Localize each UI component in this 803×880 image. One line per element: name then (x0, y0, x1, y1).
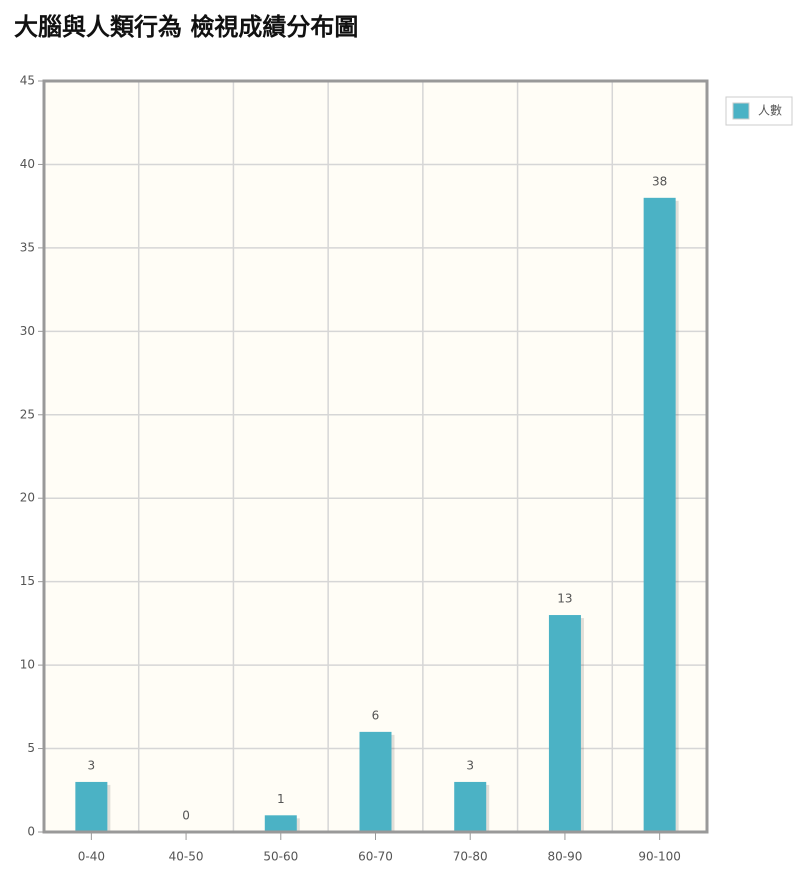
legend-label: 人數 (758, 104, 782, 118)
y-tick-label: 0 (27, 825, 35, 839)
bar (548, 615, 581, 832)
plot-frame (42, 79, 709, 834)
value-label: 3 (88, 758, 96, 772)
x-tick-label: 90-100 (638, 850, 681, 864)
y-tick-label: 45 (20, 74, 35, 88)
y-tick-label: 15 (20, 574, 35, 588)
x-tick-label: 60-70 (358, 850, 393, 864)
value-label: 13 (557, 592, 572, 606)
value-label: 1 (277, 792, 285, 806)
bar (264, 815, 297, 832)
y-tick-label: 10 (20, 658, 35, 672)
value-label: 3 (466, 758, 474, 772)
chart-title: 大腦與人類行為 檢視成績分布圖 (14, 13, 358, 41)
y-tick-label: 20 (20, 491, 35, 505)
bar (643, 197, 676, 833)
value-label: 0 (182, 809, 190, 823)
bar (75, 781, 108, 832)
x-tick-label: 0-40 (78, 850, 105, 864)
x-tick-label: 40-50 (169, 850, 204, 864)
legend-swatch (732, 102, 750, 120)
x-tick-label: 70-80 (453, 850, 488, 864)
y-tick-label: 35 (20, 240, 35, 254)
bar (359, 731, 392, 832)
y-tick-label: 5 (27, 741, 35, 755)
y-tick-label: 40 (20, 157, 35, 171)
plot-background (44, 81, 707, 832)
y-tick-label: 25 (20, 407, 35, 421)
value-label: 38 (652, 174, 667, 188)
bar (454, 781, 487, 832)
x-tick-label: 80-90 (547, 850, 582, 864)
value-label: 6 (372, 708, 380, 722)
y-tick-label: 30 (20, 324, 35, 338)
x-tick-label: 50-60 (263, 850, 298, 864)
